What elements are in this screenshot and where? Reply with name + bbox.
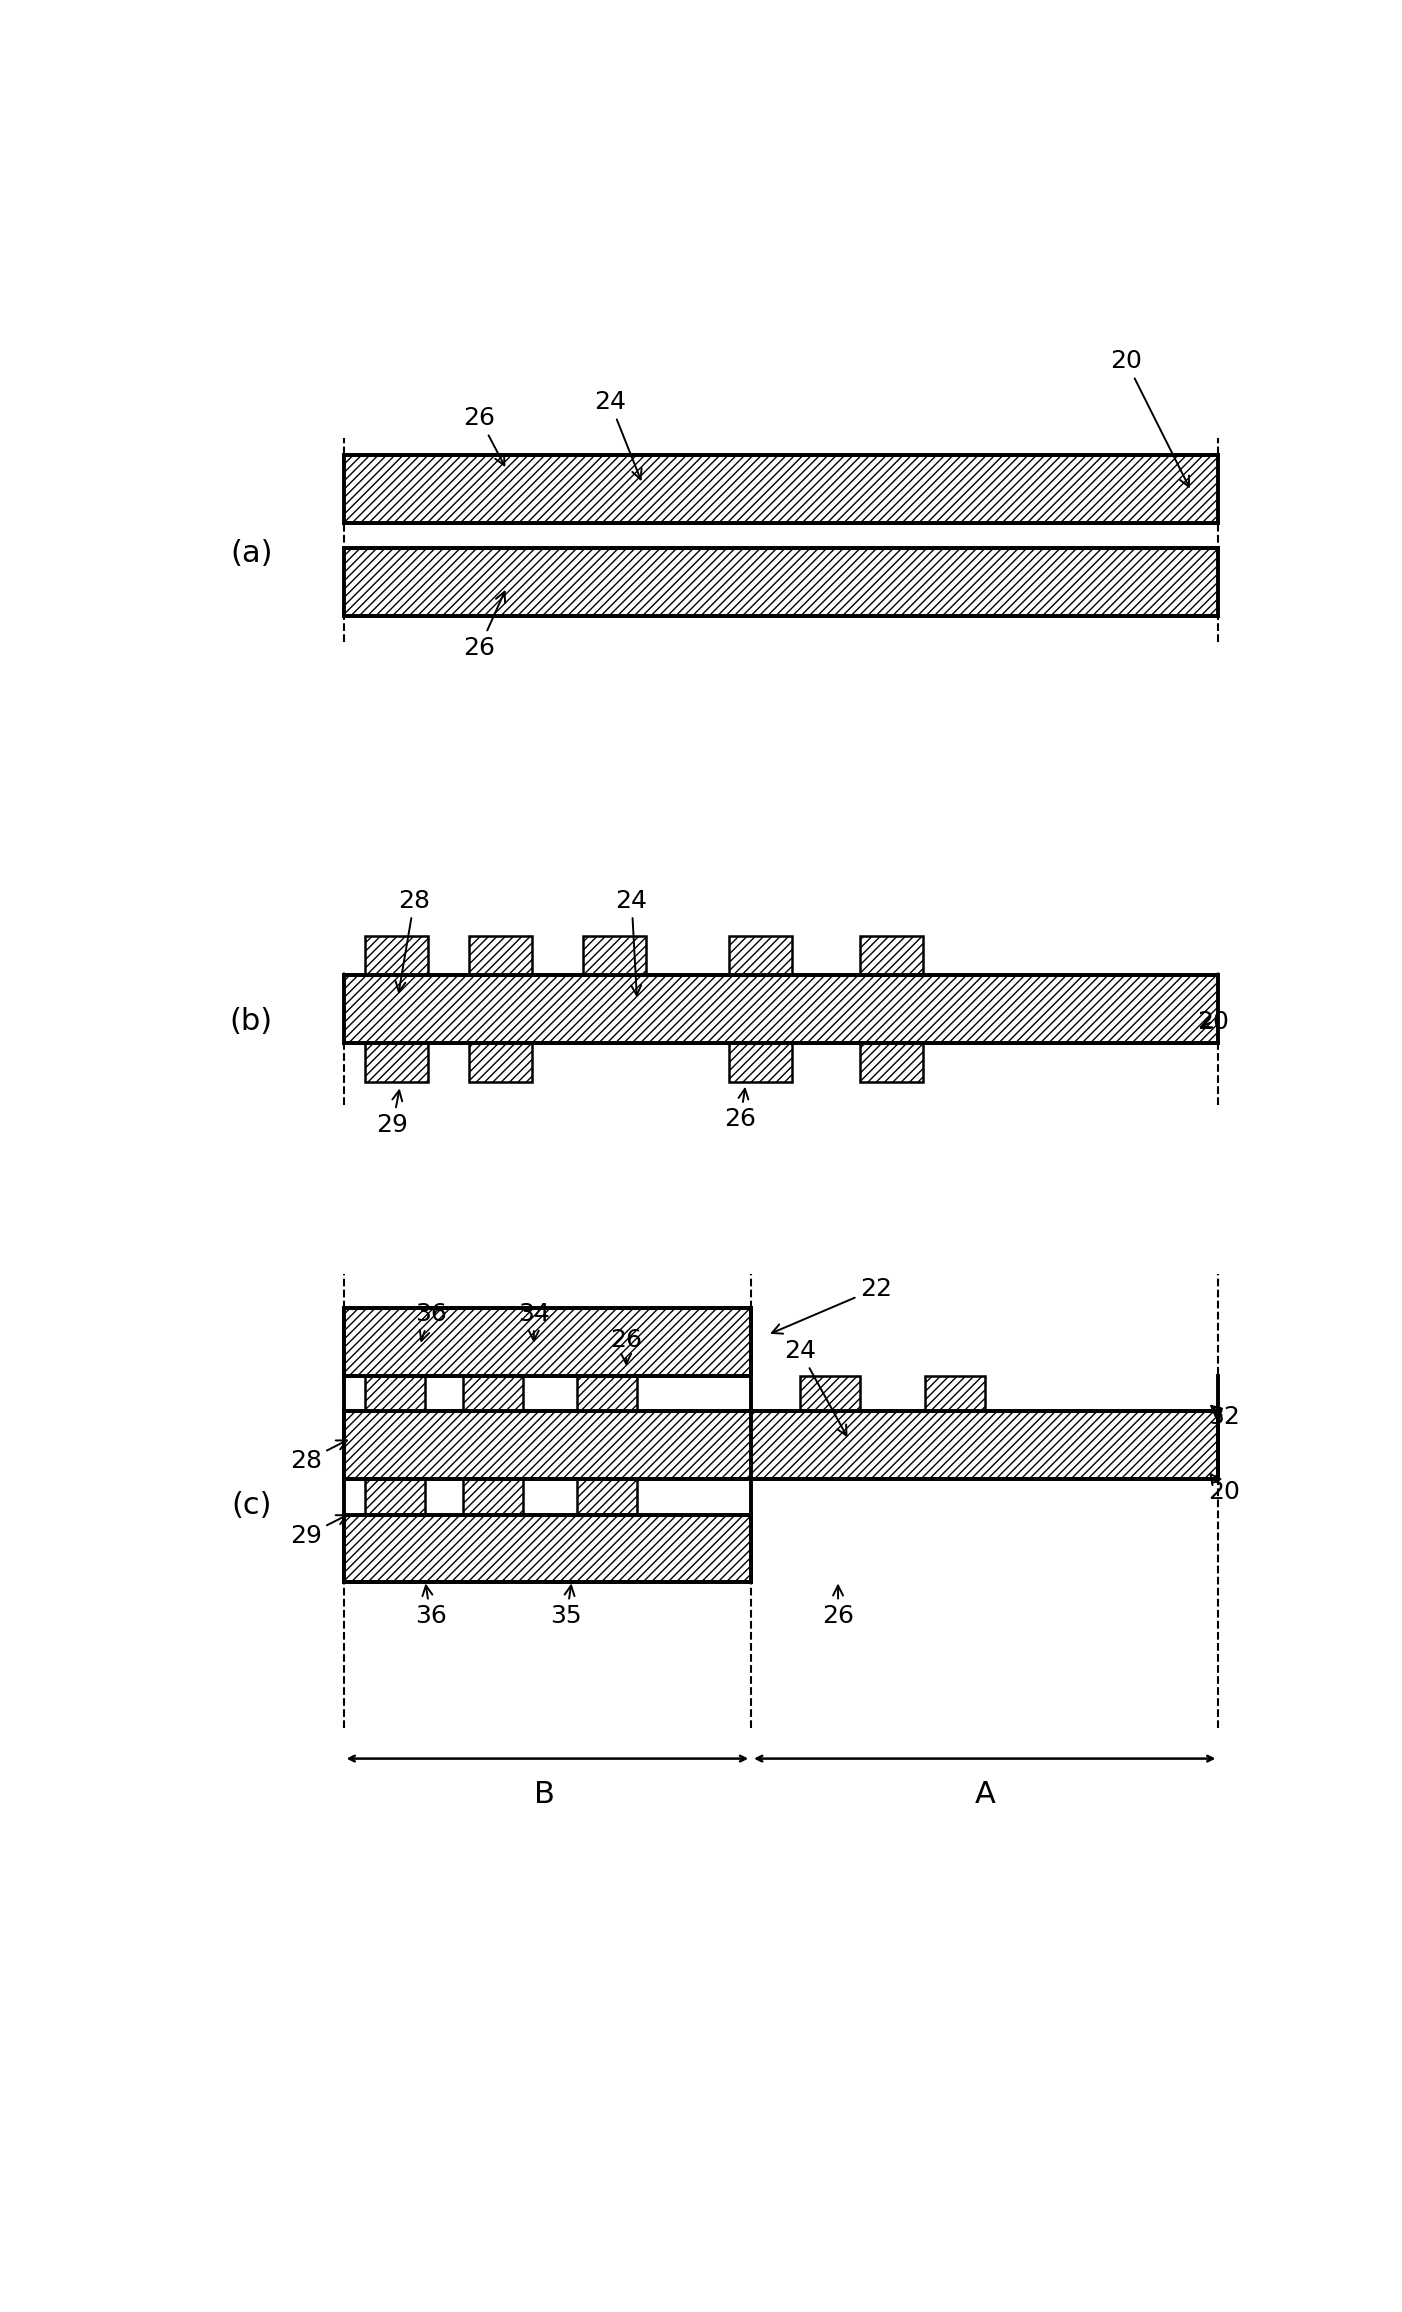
Text: (b): (b): [230, 1008, 273, 1036]
Bar: [859, 1043, 923, 1082]
Bar: [801, 1376, 859, 1410]
Bar: [366, 936, 429, 976]
Bar: [366, 1480, 425, 1514]
Text: 24: 24: [594, 391, 642, 479]
Bar: [859, 936, 923, 976]
Text: 20: 20: [1209, 1473, 1239, 1503]
Bar: [578, 1480, 637, 1514]
Bar: [729, 936, 792, 976]
Bar: [366, 1043, 429, 1082]
Text: 28: 28: [290, 1440, 346, 1473]
Text: 29: 29: [377, 1091, 408, 1138]
Text: (c): (c): [231, 1491, 272, 1521]
Text: 24: 24: [615, 888, 648, 994]
Bar: [925, 1376, 984, 1410]
Text: 20: 20: [1197, 1010, 1228, 1033]
Text: A: A: [974, 1780, 995, 1808]
Bar: [343, 455, 1218, 523]
Bar: [343, 1410, 1218, 1480]
Text: 24: 24: [784, 1339, 847, 1436]
Text: 20: 20: [1110, 349, 1189, 486]
Bar: [583, 936, 646, 976]
Bar: [468, 936, 531, 976]
Text: 22: 22: [773, 1276, 892, 1334]
Text: 28: 28: [395, 888, 430, 992]
Bar: [463, 1480, 523, 1514]
Text: 29: 29: [290, 1514, 346, 1549]
Bar: [463, 1376, 523, 1410]
Text: 36: 36: [415, 1586, 446, 1628]
Text: 32: 32: [1209, 1406, 1239, 1429]
Text: 26: 26: [822, 1586, 854, 1628]
Bar: [468, 1043, 531, 1082]
Text: 26: 26: [610, 1327, 642, 1364]
Text: 36: 36: [415, 1302, 446, 1341]
Text: 34: 34: [517, 1302, 550, 1341]
Text: 26: 26: [464, 407, 505, 465]
Bar: [343, 976, 1218, 1043]
Bar: [343, 1309, 751, 1376]
Bar: [343, 1514, 751, 1581]
Bar: [366, 1376, 425, 1410]
Text: B: B: [534, 1780, 555, 1808]
Bar: [343, 548, 1218, 615]
Bar: [729, 1043, 792, 1082]
Text: 35: 35: [551, 1586, 582, 1628]
Text: 26: 26: [464, 592, 505, 659]
Bar: [578, 1376, 637, 1410]
Text: (a): (a): [230, 539, 272, 569]
Text: 26: 26: [725, 1089, 756, 1131]
